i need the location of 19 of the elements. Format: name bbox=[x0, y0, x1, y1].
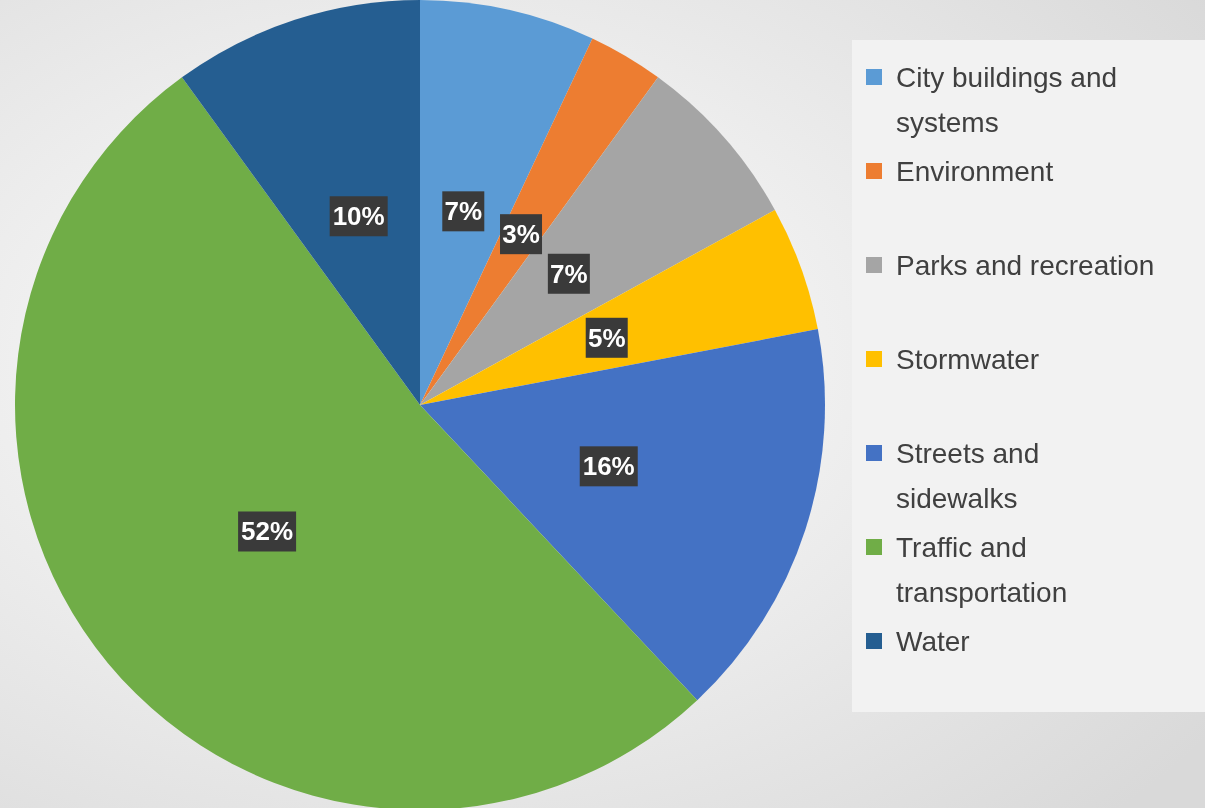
legend-label: Parks and recreation bbox=[896, 249, 1155, 281]
pie-slice bbox=[420, 329, 825, 701]
legend-label: Environment bbox=[896, 155, 1054, 187]
data-label: 3% bbox=[502, 219, 540, 250]
data-label: 5% bbox=[587, 322, 626, 353]
legend-label: Traffic and transportation bbox=[896, 531, 1068, 608]
pie-slice bbox=[181, 0, 420, 405]
legend-label: Streets and sidewalks bbox=[896, 437, 1040, 514]
pie-slice bbox=[15, 77, 698, 808]
pie-slice bbox=[420, 77, 775, 405]
data-label: 7% bbox=[444, 196, 483, 227]
legend-label: City buildings and systems bbox=[896, 61, 1118, 138]
data-label: 7% bbox=[550, 258, 588, 289]
legend-label: Stormwater bbox=[896, 343, 1040, 375]
pie-slice bbox=[420, 38, 659, 405]
legend-label: Water bbox=[896, 625, 970, 657]
data-label: 16% bbox=[582, 451, 635, 482]
data-label: 10% bbox=[332, 201, 385, 232]
data-label: 52% bbox=[241, 516, 294, 547]
